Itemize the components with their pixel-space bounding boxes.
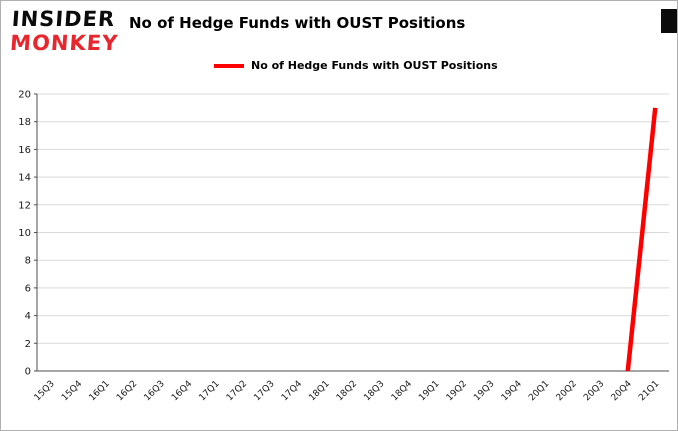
x-tick-label: 16Q3: [143, 379, 167, 403]
x-tick-label: 20Q2: [555, 379, 579, 403]
x-tick-label: 17Q3: [252, 379, 276, 403]
legend-line-swatch: [214, 63, 244, 68]
y-tick-label: 16: [18, 145, 31, 156]
x-tick-label: 19Q2: [445, 379, 469, 403]
y-tick-label: 14: [18, 173, 31, 184]
corner-mark: [661, 9, 677, 33]
y-tick-label: 6: [25, 283, 31, 294]
chart-title: No of Hedge Funds with OUST Positions: [129, 14, 466, 32]
x-tick-label: 19Q3: [472, 379, 496, 403]
legend: No of Hedge Funds with OUST Positions: [214, 59, 498, 72]
y-tick-label: 2: [25, 339, 31, 350]
x-tick-label: 21Q1: [637, 379, 661, 403]
x-tick-label: 19Q1: [417, 379, 441, 403]
x-tick-label: 15Q4: [60, 379, 84, 403]
y-tick-label: 10: [18, 228, 31, 239]
x-tick-label: 19Q4: [500, 379, 524, 403]
y-tick-label: 18: [18, 117, 31, 128]
x-tick-label: 17Q1: [198, 379, 222, 403]
y-tick-label: 12: [18, 200, 31, 211]
y-tick-label: 20: [18, 90, 31, 101]
x-tick-label: 20Q4: [610, 379, 634, 403]
x-tick-label: 18Q3: [362, 379, 386, 403]
x-tick-label: 20Q1: [527, 379, 551, 403]
x-tick-label: 18Q2: [335, 379, 359, 403]
legend-label: No of Hedge Funds with OUST Positions: [251, 59, 498, 72]
x-tick-label: 18Q4: [390, 379, 414, 403]
y-tick-label: 0: [25, 367, 31, 378]
x-tick-label: 16Q2: [115, 379, 139, 403]
y-tick-label: 4: [25, 311, 31, 322]
x-tick-label: 18Q1: [307, 379, 331, 403]
x-tick-label: 16Q4: [170, 379, 194, 403]
x-tick-label: 17Q2: [225, 379, 249, 403]
x-tick-label: 20Q3: [582, 379, 606, 403]
x-tick-label: 15Q3: [33, 379, 57, 403]
x-tick-label: 17Q4: [280, 379, 304, 403]
series-line: [625, 107, 658, 372]
x-tick-label: 16Q1: [88, 379, 112, 403]
y-tick-label: 8: [25, 256, 31, 267]
